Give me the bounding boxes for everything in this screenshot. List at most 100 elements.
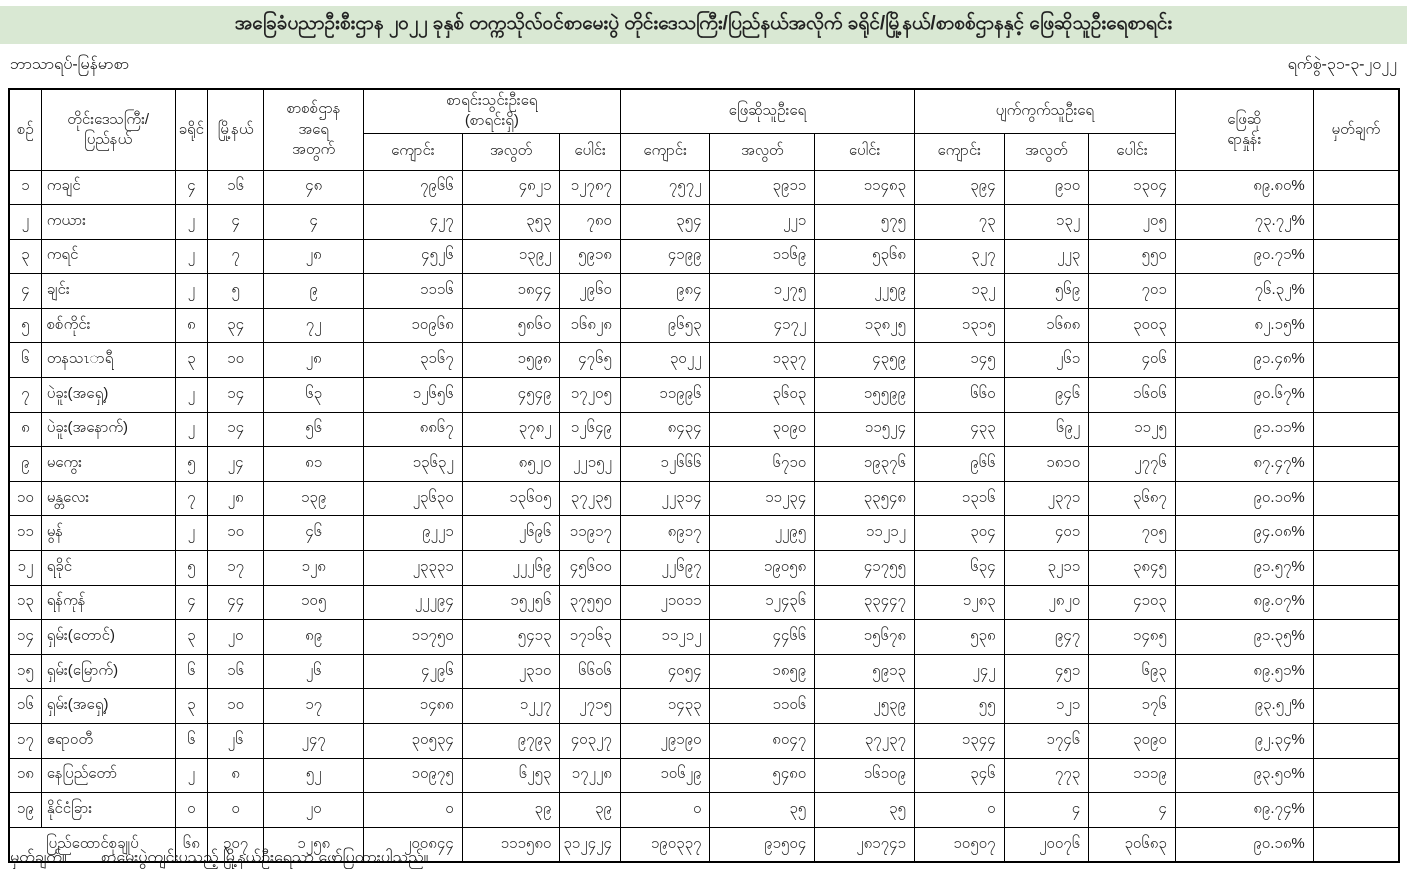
cell-district-count: ၂ bbox=[174, 273, 208, 309]
cell-registered-school: ၂၂၂၉၄ bbox=[362, 584, 463, 621]
cell-answered-total: ၃၇၂၃၇ bbox=[814, 723, 915, 759]
table-row: ၁၁ မွန်၂၁၀ ၄၆ ၉၂၂၁ ၂၆၉၆ ၁၁၉၁၇ ၈၉၁၇ ၂၂၉၅ ၁၁၂၁၂ ၃၀၄… bbox=[8, 515, 1400, 552]
cell-township-count: ၁၇ bbox=[206, 550, 265, 586]
cell-township-count: ၁၀ bbox=[206, 342, 265, 379]
group-absent: ပျက်ကွက်သူဦးရေ bbox=[913, 88, 1176, 134]
cell-registered-school: ၁၂၆၅၆ bbox=[362, 377, 463, 413]
col-seq: စဉ် bbox=[8, 88, 42, 171]
col-region-label2: ပြည်နယ် bbox=[84, 130, 133, 148]
cell-township-count: ၂၈ bbox=[206, 480, 265, 517]
cell-percent: ၉၁.၃၅% bbox=[1174, 619, 1314, 655]
cell-registered-total: ၃၇၅၅၀ bbox=[559, 584, 621, 621]
table-row: ၅စစ်ကိုင်း၈၃၄ ၇၂ ၁၀၉၆၈ ၅၈၆၀ ၁၆၈၂၈ ၉၆၅၃ ၄၁၇၂ ၁၃၈… bbox=[8, 307, 1400, 344]
cell-registered-private: ၅၈၆၀ bbox=[461, 307, 561, 344]
cell-seq: ၈ bbox=[8, 411, 42, 448]
cell-answered-school: ၃၀၂၂ bbox=[619, 342, 711, 379]
group-registered-label1: စာရင်းသွင်းဦးရေ bbox=[446, 92, 538, 109]
cell-township-count: ၂၆ bbox=[206, 723, 265, 759]
cell-district-count: ၅ bbox=[174, 550, 208, 586]
cell-percent: ၉၃.၅၂% bbox=[1174, 688, 1314, 724]
cell-registered-school: ၄၅၂၆ bbox=[362, 238, 463, 275]
table-row: ၄ချင်း၂၅၉၁၁၁၆ ၁၈၄၄ ၂၉၆၀ ၉၈၄ ၁၂၇၅ ၂၂၅၉ ၁၃၂ ၅၆၉ ၇၀… bbox=[8, 273, 1400, 309]
cell-registered-private: ၁၃၉၂ bbox=[461, 238, 561, 275]
cell-remark bbox=[1312, 411, 1400, 448]
cell-answered-total: ၁၁၅၂၄ bbox=[814, 411, 915, 448]
cell-answered-private: ၃၉၁၁ bbox=[709, 169, 816, 206]
cell-answered-school: ၈၉၁၇ bbox=[619, 515, 711, 552]
cell-township-count: ၄၄ bbox=[206, 584, 265, 621]
cell-answered-total: ၁၃၈၂၅ bbox=[814, 307, 915, 344]
cell-region-name: နေပြည်တော် bbox=[40, 757, 176, 794]
cell-township-count: ၃၀၇ bbox=[206, 826, 265, 863]
table-total-row: ပြည်ထောင်စုချုပ် ၆၈ ၃၀၇ ၁၂၅၈ ၂၀၀၈၄၄ ၁၁၁၅၈၀ ၃၁၂… bbox=[8, 826, 1400, 863]
cell-seq: ၂ bbox=[8, 204, 42, 240]
table-row: ၂ကယား၂၄၄၄၂၇ ၃၅၃ ၇၈၀ ၃၅၄ ၂၂၁ ၅၇၅ ၇၃ ၁၃၂ ၂၀၅ ၇၃.၇၂% bbox=[8, 204, 1400, 240]
cell-registered-school: ၁၀၉၇၅ bbox=[362, 757, 463, 794]
cell-region-name: ကရင် bbox=[40, 238, 176, 275]
date-label: ရက်စွဲ-၃၁-၃-၂၀၂၂ bbox=[1287, 56, 1397, 73]
cell-absent-private: ၄၅၁ bbox=[1003, 653, 1090, 690]
col-township: မြို့နယ် bbox=[206, 88, 265, 171]
table-row: ၁၇ ဧရာဝတီ၆၂၆ ၂၄၇ ၃၀၅၃၄ ၉၇၉၃ ၄၀၃၂၇ ၂၉၁၉၀ ၈၀၄၇ ၃၇၂… bbox=[8, 723, 1400, 759]
sub-registered-school: ကျောင်း bbox=[362, 132, 463, 171]
cell-township-count: ၅ bbox=[206, 273, 265, 309]
cell-region-name: ပဲခူး(အနောက်) bbox=[40, 411, 176, 448]
cell-center-count: ၈၁ bbox=[263, 446, 364, 482]
cell-answered-private: ၂၂၁ bbox=[709, 204, 816, 240]
cell-absent-private: ၉၁၀ bbox=[1003, 169, 1090, 206]
cell-registered-total: ၁၇၁၆၃ bbox=[559, 619, 621, 655]
cell-registered-private: ၁၅၂၅၆ bbox=[461, 584, 561, 621]
cell-region-name: ပဲခူး(အရှေ့) bbox=[40, 377, 176, 413]
document-title: အခြေခံပညာဦးစီးဌာန ၂၀၂၂ ခုနှစ် တက္ကသိုလ်ဝ… bbox=[0, 6, 1407, 44]
cell-percent: ၈၉.၅၁% bbox=[1174, 653, 1314, 690]
cell-center-count: ၉ bbox=[263, 273, 364, 309]
col-region-label1: တိုင်းဒေသကြီး/ bbox=[67, 110, 150, 128]
cell-absent-school: ၇၃ bbox=[913, 204, 1005, 240]
table-row: ၃ကရင်၂၇၂၈ ၄၅၂၆ ၁၃၉၂ ၅၉၁၈ ၄၁၉၉ ၁၁၆၉ ၅၃၆၈ ၃၂၇ ၂၂၃၅… bbox=[8, 238, 1400, 275]
sub-answered-private: အလွတ် bbox=[709, 132, 816, 171]
cell-absent-private: ၉၄၇ bbox=[1003, 619, 1090, 655]
cell-percent: ၈၉.၇၄% bbox=[1174, 792, 1314, 828]
cell-answered-private: ၈၀၄၇ bbox=[709, 723, 816, 759]
cell-registered-school: ၁၁၇၅၀ bbox=[362, 619, 463, 655]
cell-registered-private: ၃၅၃ bbox=[461, 204, 561, 240]
cell-region-name: ကချင် bbox=[40, 169, 176, 206]
cell-absent-private: ၄ bbox=[1003, 792, 1090, 828]
table-row: ၇ပဲခူး(အရှေ့) ၂၁၄ ၆၃ ၁၂၆၅၆ ၄၅၄၉ ၁၇၂၀၅ ၁၁၉၉၆ ၃၆၀… bbox=[8, 377, 1400, 413]
cell-district-count: ၂ bbox=[174, 411, 208, 448]
cell-remark bbox=[1312, 723, 1400, 759]
cell-township-count: ၂၀ bbox=[206, 619, 265, 655]
cell-township-count: ၀ bbox=[206, 792, 265, 828]
cell-answered-private: ၂၂၉၅ bbox=[709, 515, 816, 552]
table-row: ၈ပဲခူး(အနောက်) ၂၁၄ ၅၆ ၈၈၆၇ ၃၇၈၂ ၁၂၆၄၉ ၈၄၃၄ ၃၀၉၀… bbox=[8, 411, 1400, 448]
cell-absent-total: ၇၀၁ bbox=[1088, 273, 1176, 309]
group-answered-label: ဖြေဆိုသူဦးရေ bbox=[728, 102, 807, 120]
cell-center-count: ၅၂ bbox=[263, 757, 364, 794]
cell-remark bbox=[1312, 653, 1400, 690]
cell-seq: ၃ bbox=[8, 238, 42, 275]
cell-answered-total: ၁၁၄၈၃ bbox=[814, 169, 915, 206]
cell-absent-private: ၁၆၈၈ bbox=[1003, 307, 1090, 344]
cell-registered-private: ၁၈၄၄ bbox=[461, 273, 561, 309]
footnote: မှတ်ချက်။ စာမေးပွဲကျင်းပသည့် မြို့နယ်ဦးရေ… bbox=[10, 846, 428, 870]
cell-percent: ၉၀.၁၀% bbox=[1174, 480, 1314, 517]
cell-remark bbox=[1312, 792, 1400, 828]
cell-region-name: နိုင်ငံခြား bbox=[40, 792, 176, 828]
cell-center-count: ၂၄၇ bbox=[263, 723, 364, 759]
cell-answered-total: ၂၂၅၉ bbox=[814, 273, 915, 309]
cell-answered-total: ၅၉၁၃ bbox=[814, 653, 915, 690]
cell-district-count: ၇ bbox=[174, 480, 208, 517]
sub-absent-school: ကျောင်း bbox=[913, 132, 1005, 171]
cell-answered-total: ၄၁၇၅၅ bbox=[814, 550, 915, 586]
cell-seq: ၁၈ bbox=[8, 757, 42, 794]
cell-registered-total: ၃၁၂၄၂၄ bbox=[559, 826, 621, 863]
cell-answered-total: ၅၇၅ bbox=[814, 204, 915, 240]
cell-absent-school: ၁၃၁၅ bbox=[913, 307, 1005, 344]
cell-seq: ၄ bbox=[8, 273, 42, 309]
cell-registered-total: ၃၉ bbox=[559, 792, 621, 828]
cell-answered-private: ၁၃၃၇ bbox=[709, 342, 816, 379]
cell-absent-total: ၄၁၀၃ bbox=[1088, 584, 1176, 621]
col-centers-label3: အတွက် bbox=[292, 140, 336, 158]
cell-percent: ၈၉.၀၇% bbox=[1174, 584, 1314, 621]
cell-absent-private: ၄၀၁ bbox=[1003, 515, 1090, 552]
